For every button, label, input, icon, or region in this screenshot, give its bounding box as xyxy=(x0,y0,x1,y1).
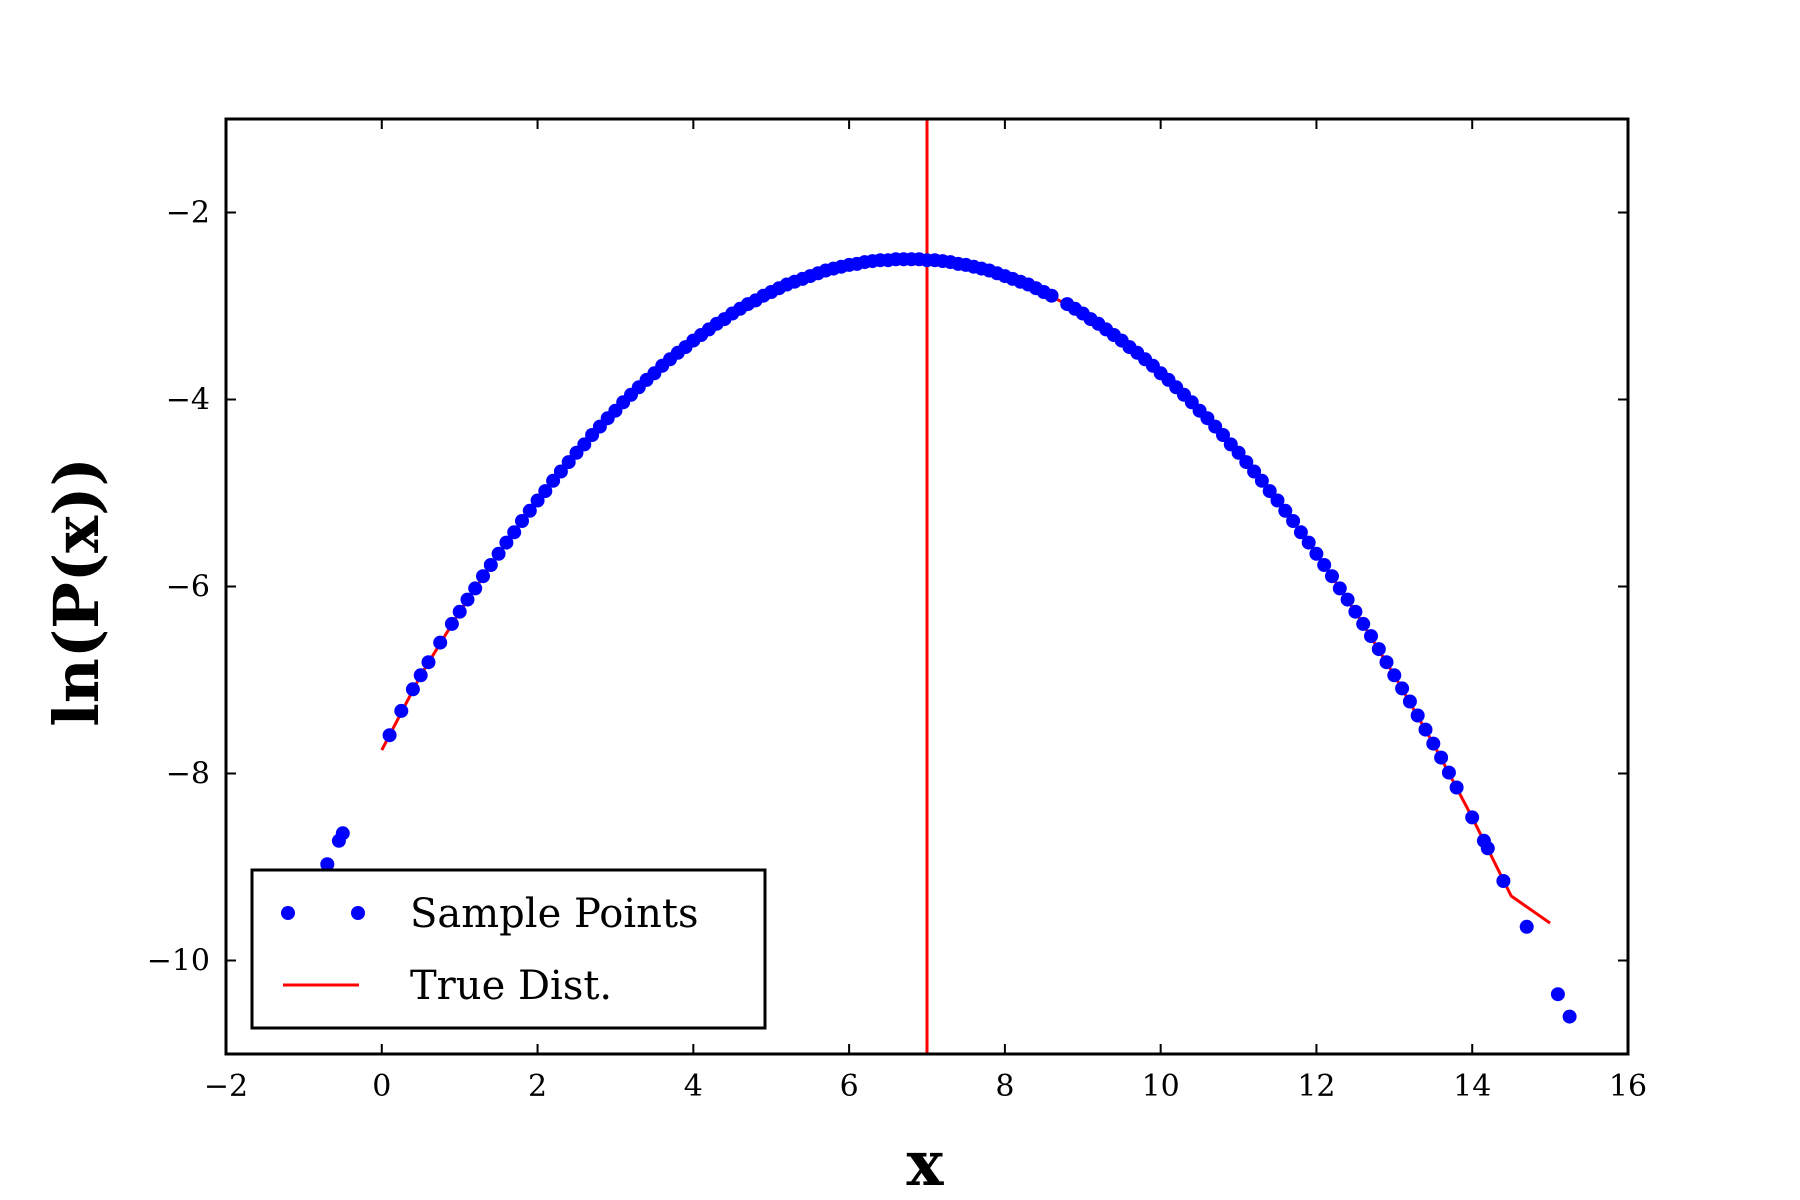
sample-point xyxy=(394,703,409,718)
sample-point xyxy=(382,728,397,743)
sample-point xyxy=(320,857,335,872)
legend: Sample Points True Dist. xyxy=(250,868,767,1030)
sample-point xyxy=(507,525,522,540)
sample-point xyxy=(546,473,561,488)
sample-point xyxy=(1465,810,1480,825)
x-tick-label: 10 xyxy=(1142,1069,1180,1104)
sample-point xyxy=(452,604,467,619)
y-tick-label: −8 xyxy=(166,757,210,792)
sample-point xyxy=(1239,455,1254,470)
sample-point xyxy=(1278,503,1293,518)
sample-point xyxy=(515,514,529,528)
sample-point xyxy=(1301,535,1316,550)
sample-point xyxy=(1254,473,1269,488)
sample-point xyxy=(1410,708,1425,723)
y-tick-label: −4 xyxy=(166,383,210,418)
sample-point xyxy=(468,581,483,596)
x-tick-label: 6 xyxy=(840,1069,859,1104)
sample-point xyxy=(1270,493,1285,508)
sample-point xyxy=(1247,464,1262,479)
y-axis-title: ln(P(x)) xyxy=(40,457,113,727)
x-tick-label: 12 xyxy=(1297,1069,1335,1104)
sample-point xyxy=(1371,642,1386,657)
sample-point xyxy=(1379,655,1394,670)
sample-point xyxy=(1340,592,1355,607)
sample-point xyxy=(405,682,420,697)
y-tick-label: −2 xyxy=(166,196,210,231)
sample-point xyxy=(1293,525,1308,540)
sample-point xyxy=(1231,445,1246,460)
legend-sample-marker-1 xyxy=(281,906,295,920)
sample-point xyxy=(522,503,537,518)
sample-point xyxy=(460,592,475,607)
sample-point xyxy=(1496,874,1511,888)
sample-point xyxy=(1550,987,1565,1002)
sample-point xyxy=(1395,681,1410,696)
legend-label-true-dist: True Dist. xyxy=(410,963,612,1009)
sample-point xyxy=(561,455,576,470)
sample-point xyxy=(499,535,514,550)
sample-point xyxy=(577,437,592,452)
sample-point xyxy=(1286,514,1301,528)
x-tick-label: 16 xyxy=(1609,1069,1647,1104)
sample-point xyxy=(1332,581,1347,596)
legend-box xyxy=(250,868,767,1030)
sample-point xyxy=(335,826,350,841)
sample-point xyxy=(1044,288,1059,303)
y-tick-label: −6 xyxy=(166,570,210,605)
plot-frame xyxy=(224,117,1630,1056)
sample-point xyxy=(1262,484,1277,499)
sample-point xyxy=(1418,722,1433,737)
x-tick-label: −2 xyxy=(204,1069,248,1104)
sample-point xyxy=(483,558,498,572)
sample-point xyxy=(444,616,459,631)
sample-point xyxy=(1216,428,1230,442)
sample-point xyxy=(421,655,436,670)
sample-point xyxy=(1441,765,1456,780)
sample-point xyxy=(1317,558,1332,572)
sample-point xyxy=(1480,841,1495,856)
x-tick-label: 4 xyxy=(684,1069,703,1104)
sample-point xyxy=(433,635,448,650)
sample-point xyxy=(1356,616,1371,631)
sample-point xyxy=(1348,604,1363,619)
x-tick-label: 2 xyxy=(528,1069,547,1104)
y-tick-label: −10 xyxy=(147,944,210,979)
legend-sample-marker-2 xyxy=(351,906,365,920)
x-axis-title: x xyxy=(907,1127,945,1200)
sample-point xyxy=(538,484,553,499)
x-tick-label: 8 xyxy=(995,1069,1014,1104)
x-tick-label: 0 xyxy=(372,1069,391,1104)
axis-ticks: −2 0 2 4 6 8 10 12 14 16 −2 −4 −6 −8 −10 xyxy=(147,119,1647,1104)
sample-point xyxy=(1562,1009,1577,1024)
sample-point xyxy=(1387,668,1402,683)
sample-point xyxy=(1364,629,1378,644)
sample-point xyxy=(1426,736,1441,751)
sample-point xyxy=(1449,780,1464,795)
sample-point xyxy=(1434,750,1449,765)
plot-marks xyxy=(320,119,1577,1054)
sample-point xyxy=(1325,569,1339,584)
sample-point xyxy=(491,546,506,561)
sample-point xyxy=(476,569,490,584)
sample-point xyxy=(553,464,568,479)
sample-point xyxy=(1402,694,1417,709)
sample-point xyxy=(1309,546,1324,561)
sample-point xyxy=(413,668,428,683)
sample-point xyxy=(1519,919,1534,934)
sample-point xyxy=(530,493,545,508)
x-tick-label: 14 xyxy=(1453,1069,1491,1104)
legend-label-sample-points: Sample Points xyxy=(410,891,699,937)
